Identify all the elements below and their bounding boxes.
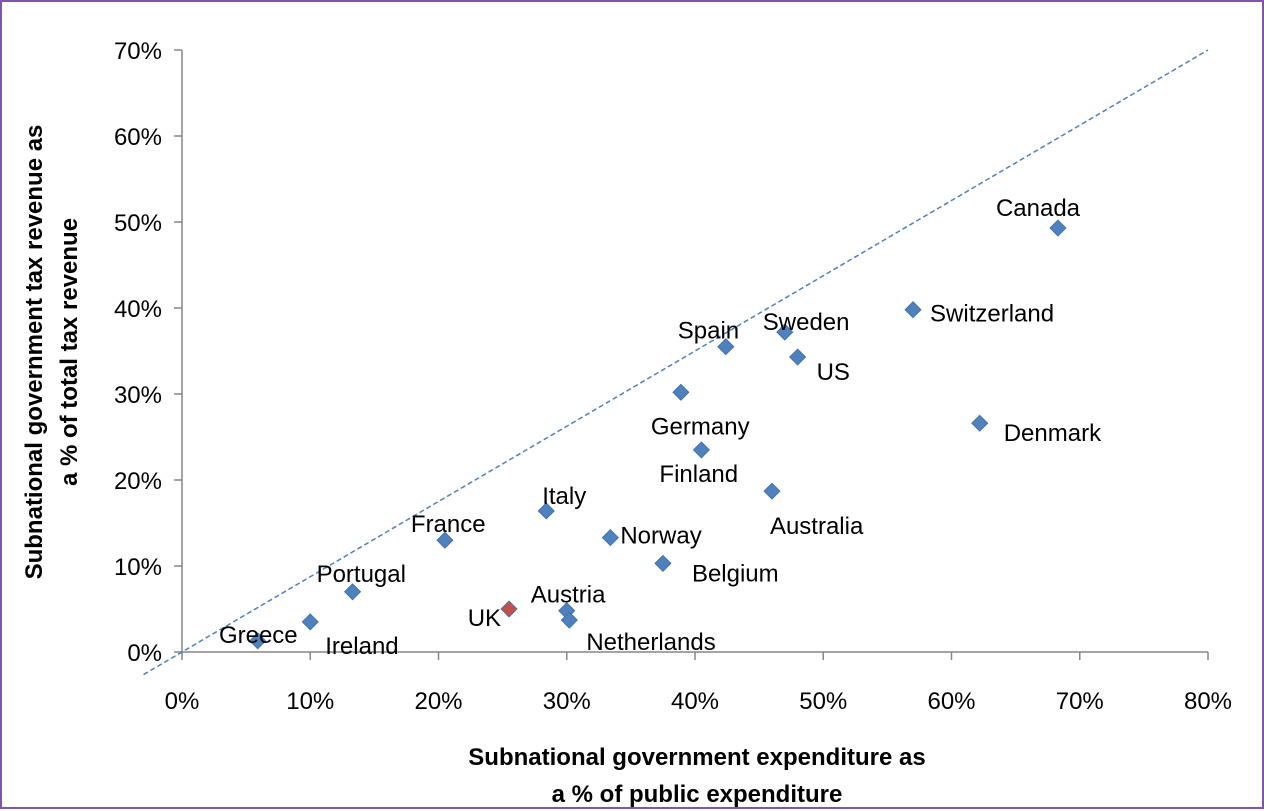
data-point-uk: [500, 600, 518, 618]
x-tick-label: 40%: [671, 688, 719, 715]
point-label-greece: Greece: [219, 622, 298, 649]
x-tick-label: 20%: [414, 688, 462, 715]
point-label-austria: Austria: [531, 582, 606, 609]
point-label-spain: Spain: [678, 318, 739, 345]
data-point-switzerland: [904, 301, 922, 319]
data-point-norway: [601, 529, 619, 547]
data-point-spain: [717, 338, 735, 356]
y-axis-title-line-1: Subnational government tax revenue as: [21, 125, 48, 580]
data-points: [249, 219, 1067, 650]
y-tick-label: 20%: [114, 468, 162, 495]
y-axis-title-line-2: a % of total tax revenue: [56, 218, 83, 486]
point-label-france: France: [411, 511, 486, 538]
x-tick-label: 0%: [165, 688, 200, 715]
x-tick-label: 60%: [927, 688, 975, 715]
data-point-us: [789, 348, 807, 366]
reference-line: [143, 49, 1209, 676]
x-tick-label: 80%: [1184, 688, 1232, 715]
data-point-denmark: [971, 414, 989, 432]
point-label-netherlands: Netherlands: [586, 629, 715, 656]
y-tick-label: 40%: [114, 296, 162, 323]
y-tick-label: 10%: [114, 554, 162, 581]
point-label-denmark: Denmark: [1004, 420, 1102, 447]
x-tick-label: 30%: [543, 688, 591, 715]
data-point-australia: [763, 482, 781, 500]
y-axis-ticks: 0% 10% 20% 30% 40% 50% 60% 70%: [114, 38, 182, 667]
data-point-canada: [1049, 219, 1067, 237]
point-label-canada: Canada: [996, 195, 1081, 222]
y-tick-label: 70%: [114, 38, 162, 65]
point-label-portugal: Portugal: [317, 561, 406, 588]
point-label-ireland: Ireland: [325, 633, 398, 660]
x-tick-label: 50%: [799, 688, 847, 715]
x-axis-ticks: 0% 10% 20% 30% 40% 50% 60% 70% 80%: [165, 652, 1232, 715]
x-tick-label: 70%: [1056, 688, 1104, 715]
point-label-italy: Italy: [542, 483, 586, 510]
data-point-greece: [249, 632, 267, 650]
y-tick-label: 60%: [114, 124, 162, 151]
y-tick-label: 0%: [127, 640, 162, 667]
data-point-germany: [672, 383, 690, 401]
x-axis-title-line-2: a % of public expenditure: [552, 781, 843, 808]
point-label-us: US: [817, 359, 850, 386]
data-point-italy: [537, 502, 555, 520]
y-tick-label: 50%: [114, 210, 162, 237]
data-point-finland: [692, 441, 710, 459]
point-label-belgium: Belgium: [692, 560, 779, 587]
point-label-australia: Australia: [770, 513, 864, 540]
point-label-uk: UK: [468, 605, 501, 632]
data-point-netherlands: [560, 611, 578, 629]
data-point-belgium: [654, 554, 672, 572]
y-tick-label: 30%: [114, 382, 162, 409]
point-label-finland: Finland: [659, 461, 738, 488]
point-label-germany: Germany: [651, 413, 750, 440]
data-point-france: [436, 531, 454, 549]
data-point-portugal: [344, 583, 362, 601]
x-tick-label: 10%: [286, 688, 334, 715]
point-label-switzerland: Switzerland: [930, 301, 1054, 328]
data-point-sweden: [776, 323, 794, 341]
point-label-norway: Norway: [620, 523, 701, 550]
data-point-ireland: [301, 613, 319, 631]
x-axis-title-line-1: Subnational government expenditure as: [468, 744, 925, 771]
point-label-sweden: Sweden: [763, 309, 850, 336]
